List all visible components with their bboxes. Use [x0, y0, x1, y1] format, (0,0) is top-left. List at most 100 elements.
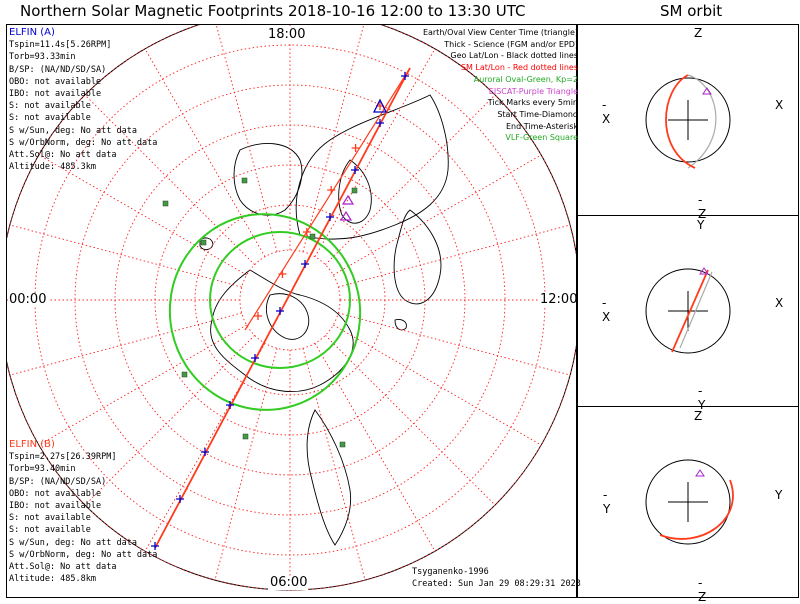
track-tick-a — [176, 495, 184, 503]
track-line-b — [244, 67, 411, 331]
probe-b-name: ELFIN (B) — [9, 439, 55, 450]
mlt-spoke — [338, 224, 571, 288]
coast-asia-east — [393, 209, 442, 305]
orbit-panel-yz — [645, 459, 734, 545]
track-tick-b — [302, 228, 311, 236]
clock-label-top: 18:00 — [268, 27, 306, 42]
mlt-spoke — [333, 154, 542, 276]
track-tick-b — [327, 186, 336, 194]
auroral-oval-outer — [168, 213, 362, 411]
footer: Tsyganenko-1996 Created: Sun Jan 29 08:2… — [412, 566, 581, 590]
eiscat-triangle — [341, 194, 355, 205]
coast-north-america — [210, 269, 354, 393]
auroral-oval — [168, 213, 362, 411]
vlf-station — [200, 239, 207, 246]
probe-b-info-line: Att.Sol@: No att data — [9, 562, 117, 573]
track-tick-a — [226, 401, 234, 409]
mlt-spoke — [84, 94, 255, 265]
orbit-panel-xy — [645, 267, 731, 354]
track-tick-b — [351, 144, 360, 152]
orbit-1-bottom: -Z — [698, 193, 707, 221]
probe-b-info-line: S: not available — [9, 525, 91, 536]
legend-entry: EISCAT-Purple Triangle — [488, 86, 578, 96]
mlt-spoke — [9, 312, 242, 376]
mlt-spoke — [325, 335, 496, 506]
track-tick-a — [376, 119, 384, 127]
probe-b-lines: Tspin=2.27s[26.39RPM] Torb=93.40min B/SP: … — [9, 451, 157, 585]
mlt-spoke — [38, 324, 247, 446]
mlt-spoke — [325, 94, 496, 265]
mlt-spoke — [314, 48, 436, 257]
track-tick-a — [401, 72, 409, 80]
mlt-spoke — [38, 154, 247, 276]
coast-islands — [199, 237, 407, 331]
probe-b-info-line: S w/OrbNorm, deg: No att data — [9, 549, 158, 560]
track-tick-a — [251, 354, 259, 362]
orbit-1-left: -X — [602, 98, 611, 126]
probe-a-lines: Tspin=11.4s[5.26RPM] Torb=93.33min B/SP: (… — [9, 39, 157, 173]
orbit-3-top: Z — [694, 409, 703, 423]
probe-a-info-line: S: not available — [9, 101, 91, 112]
orbit-3-left: -Y — [603, 488, 611, 516]
clock-label-right: 12:00 — [540, 292, 578, 307]
view-center-triangle — [372, 98, 388, 113]
probe-a-info-line: Altitude: 485.3km — [9, 162, 96, 173]
track-ticks-a — [151, 72, 409, 550]
orbit-2-left: -X — [602, 296, 611, 324]
probe-b-info-line: Altitude: 485.8km — [9, 574, 96, 585]
probe-b-info-line: IBO: not available — [9, 501, 102, 512]
probe-a-name: ELFIN (A) — [9, 27, 55, 38]
probe-a-info-line: S: not available — [9, 113, 91, 124]
probe-a-info-line: IBO: not available — [9, 89, 102, 100]
mlt-spoke — [9, 224, 242, 288]
coast-eurasia — [295, 94, 449, 240]
probe-a-info-line: Att.Sol@: No att data — [9, 150, 117, 161]
track-tick-a — [351, 166, 359, 174]
legend-entry: Geo Lat/Lon - Black dotted lines — [450, 51, 578, 61]
mlt-spoke — [338, 312, 571, 376]
mlt-spoke — [302, 25, 365, 252]
legend-entry: Start Time-Diamond — [497, 109, 578, 119]
orbit-2-top: Y — [697, 218, 705, 232]
orbit-panel-title: SM orbit — [660, 2, 723, 20]
track-tick-a — [151, 542, 159, 550]
probe-b-info-line: Torb=93.40min — [9, 464, 76, 475]
probe-b-info-line: OBO: not available — [9, 488, 102, 499]
track-line — [154, 67, 411, 549]
vlf-station — [242, 433, 249, 440]
coast-europe — [233, 143, 303, 216]
legend-entry: Thick - Science (FGM and/or EPD) — [444, 39, 578, 49]
vlf-stations — [162, 177, 358, 448]
vlf-station — [181, 371, 188, 378]
model-label: Tsyganenko-1996 — [412, 567, 489, 577]
orbit-panel-xz — [645, 74, 731, 169]
orbit-1-right: X — [775, 98, 784, 112]
vlf-station — [241, 177, 248, 184]
legend-entry: Auroral Oval-Green, Kp=2 — [473, 74, 578, 84]
clock-label-left: 00:00 — [9, 292, 47, 307]
track-tick-a — [301, 260, 309, 268]
probe-a-info-line: OBO: not available — [9, 76, 102, 87]
orbit-2-right: X — [775, 296, 784, 310]
mlt-spoke — [302, 348, 366, 581]
legend-entry: Tick Marks every 5min — [487, 98, 578, 108]
mlt-spoke — [314, 343, 436, 552]
track-tick-a — [326, 213, 334, 221]
vlf-station — [339, 441, 346, 448]
chart-title: Northern Solar Magnetic Footprints 2018-… — [20, 2, 526, 20]
track-tick-b — [254, 312, 262, 320]
probe-a-info: ELFIN (A) Tspin=11.4s[5.26RPM] Torb=93.33… — [9, 27, 157, 173]
auroral-oval-inner — [209, 231, 351, 369]
orbit-2-bottom: -Y — [698, 384, 706, 412]
legend: Earth/Oval View Center Time (triangle) Th… — [423, 27, 578, 144]
legend-entry: Earth/Oval View Center Time (triangle) — [422, 28, 578, 37]
probe-b-info-line: S: not available — [9, 513, 91, 524]
mlt-spoke — [144, 48, 266, 257]
probe-b-info: ELFIN (B) Tspin=2.27s[26.39RPM] Torb=93.4… — [9, 439, 157, 585]
legend-entry: VLF-Green Square — [505, 133, 578, 143]
orbit-1-top: Z — [694, 26, 703, 40]
track-tick-a — [276, 307, 284, 315]
probe-a-info-line: S w/OrbNorm, deg: No att data — [9, 137, 158, 148]
legend-entry: SM Lat/Lon - Red dotted lines — [460, 63, 578, 73]
